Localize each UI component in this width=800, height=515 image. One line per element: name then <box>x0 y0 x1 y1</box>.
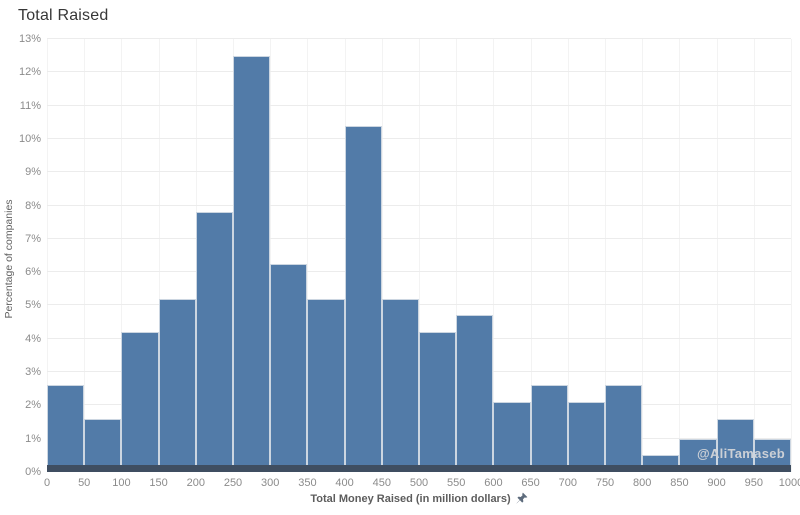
v-gridline <box>530 39 532 472</box>
y-tick-label: 1% <box>25 432 41 445</box>
histogram-bar-100-150[interactable] <box>121 332 159 472</box>
chart-title: Total Raised <box>18 7 109 24</box>
x-tick-label: 300 <box>261 477 280 489</box>
x-tick-label: 450 <box>372 477 391 489</box>
h-gridline <box>47 171 791 173</box>
v-gridline <box>270 39 272 472</box>
y-tick-label: 2% <box>25 399 41 412</box>
v-gridline <box>567 39 569 472</box>
histogram-bar-900-950[interactable] <box>716 418 754 472</box>
x-tick-label: 1000 <box>778 477 800 489</box>
plot-area: @AliTamaseb <box>47 38 792 472</box>
histogram-bar-300-350[interactable] <box>270 263 308 472</box>
h-gridline <box>47 304 791 306</box>
x-tick-label: 700 <box>558 477 577 489</box>
histogram-bar-50-100[interactable] <box>84 418 122 472</box>
x-tick-label: 50 <box>78 477 91 489</box>
histogram-bar-0-50[interactable] <box>47 385 85 472</box>
x-tick-label: 850 <box>670 477 689 489</box>
y-tick-label: 6% <box>25 266 41 279</box>
histogram-bar-450-500[interactable] <box>381 298 419 472</box>
x-tick-label: 550 <box>447 477 466 489</box>
h-gridline <box>47 104 791 106</box>
y-tick-label: 10% <box>18 132 41 145</box>
v-gridline <box>493 39 495 472</box>
watermark: @AliTamaseb <box>697 446 785 461</box>
histogram-bar-600-650[interactable] <box>493 402 531 472</box>
h-gridline <box>47 204 791 206</box>
y-tick-label: 9% <box>25 166 41 179</box>
histogram-bar-250-300[interactable] <box>233 55 271 472</box>
histogram-bar-650-700[interactable] <box>530 385 568 472</box>
v-gridline <box>642 39 644 472</box>
y-tick-label: 7% <box>25 232 41 245</box>
x-tick-label: 650 <box>521 477 540 489</box>
y-tick-label: 0% <box>25 466 41 478</box>
histogram-bar-400-450[interactable] <box>344 125 382 472</box>
histogram-bar-200-250[interactable] <box>195 212 233 472</box>
histogram-bar-350-400[interactable] <box>307 298 345 472</box>
h-gridline <box>47 71 791 73</box>
x-tick-label: 950 <box>744 477 763 489</box>
histogram-bar-150-200[interactable] <box>158 298 196 472</box>
x-tick-label: 750 <box>595 477 615 489</box>
y-tick-label: 12% <box>18 66 41 79</box>
x-tick-label: 600 <box>484 477 503 489</box>
histogram-bar-550-600[interactable] <box>456 315 494 472</box>
v-gridline <box>753 39 755 472</box>
x-axis-title: Total Money Raised (in million dollars) <box>310 493 511 505</box>
y-tick-label: 3% <box>25 366 41 379</box>
x-tick-label: 500 <box>409 477 429 489</box>
x-tick-label: 200 <box>186 477 205 489</box>
x-tick-label: 900 <box>707 477 726 489</box>
h-gridline <box>47 237 791 239</box>
v-gridline <box>307 39 309 472</box>
y-tick-label: 11% <box>19 99 41 112</box>
x-axis-tick-labels: 0 50 100 150 200 250 300 350 400 450 500 550 600 650 7… <box>43 477 800 490</box>
histogram-bar-500-550[interactable] <box>419 332 457 472</box>
v-gridline <box>456 39 458 472</box>
y-tick-label: 4% <box>25 332 41 345</box>
v-gridline <box>605 39 606 472</box>
v-gridline <box>791 39 792 472</box>
x-tick-label: 350 <box>298 477 317 489</box>
v-gridline <box>716 39 718 472</box>
x-tick-label: 250 <box>223 477 243 489</box>
histogram-bar-700-750[interactable] <box>567 402 605 472</box>
v-gridline <box>679 39 681 472</box>
v-gridline <box>381 39 383 472</box>
v-gridline <box>84 39 86 472</box>
v-gridline <box>121 39 123 472</box>
y-tick-label: 13% <box>18 33 41 45</box>
h-gridline <box>47 38 791 39</box>
y-tick-label: 8% <box>25 199 41 212</box>
x-tick-label: 0 <box>43 477 51 489</box>
x-tick-label: 100 <box>112 477 131 489</box>
x-axis-line <box>47 465 791 472</box>
x-tick-label: 800 <box>633 477 652 489</box>
v-gridline <box>158 39 160 472</box>
x-tick-label: 150 <box>149 477 168 489</box>
histogram-bar-750-800[interactable] <box>605 385 643 472</box>
x-tick-label: 400 <box>335 477 354 489</box>
v-gridline <box>419 39 420 472</box>
h-gridline <box>47 271 791 273</box>
h-gridline <box>47 137 791 139</box>
y-axis-tick-labels: 0% 1% 2% 3% 4% 5% 6% 7% 8% 9% 10% 11% 12% 13% <box>0 33 41 478</box>
y-tick-label: 5% <box>25 299 41 312</box>
x-axis-title-row: Total Money Raised (in million dollars) <box>47 492 791 505</box>
pinned-axis-icon[interactable] <box>516 492 528 504</box>
v-gridline <box>47 39 48 472</box>
